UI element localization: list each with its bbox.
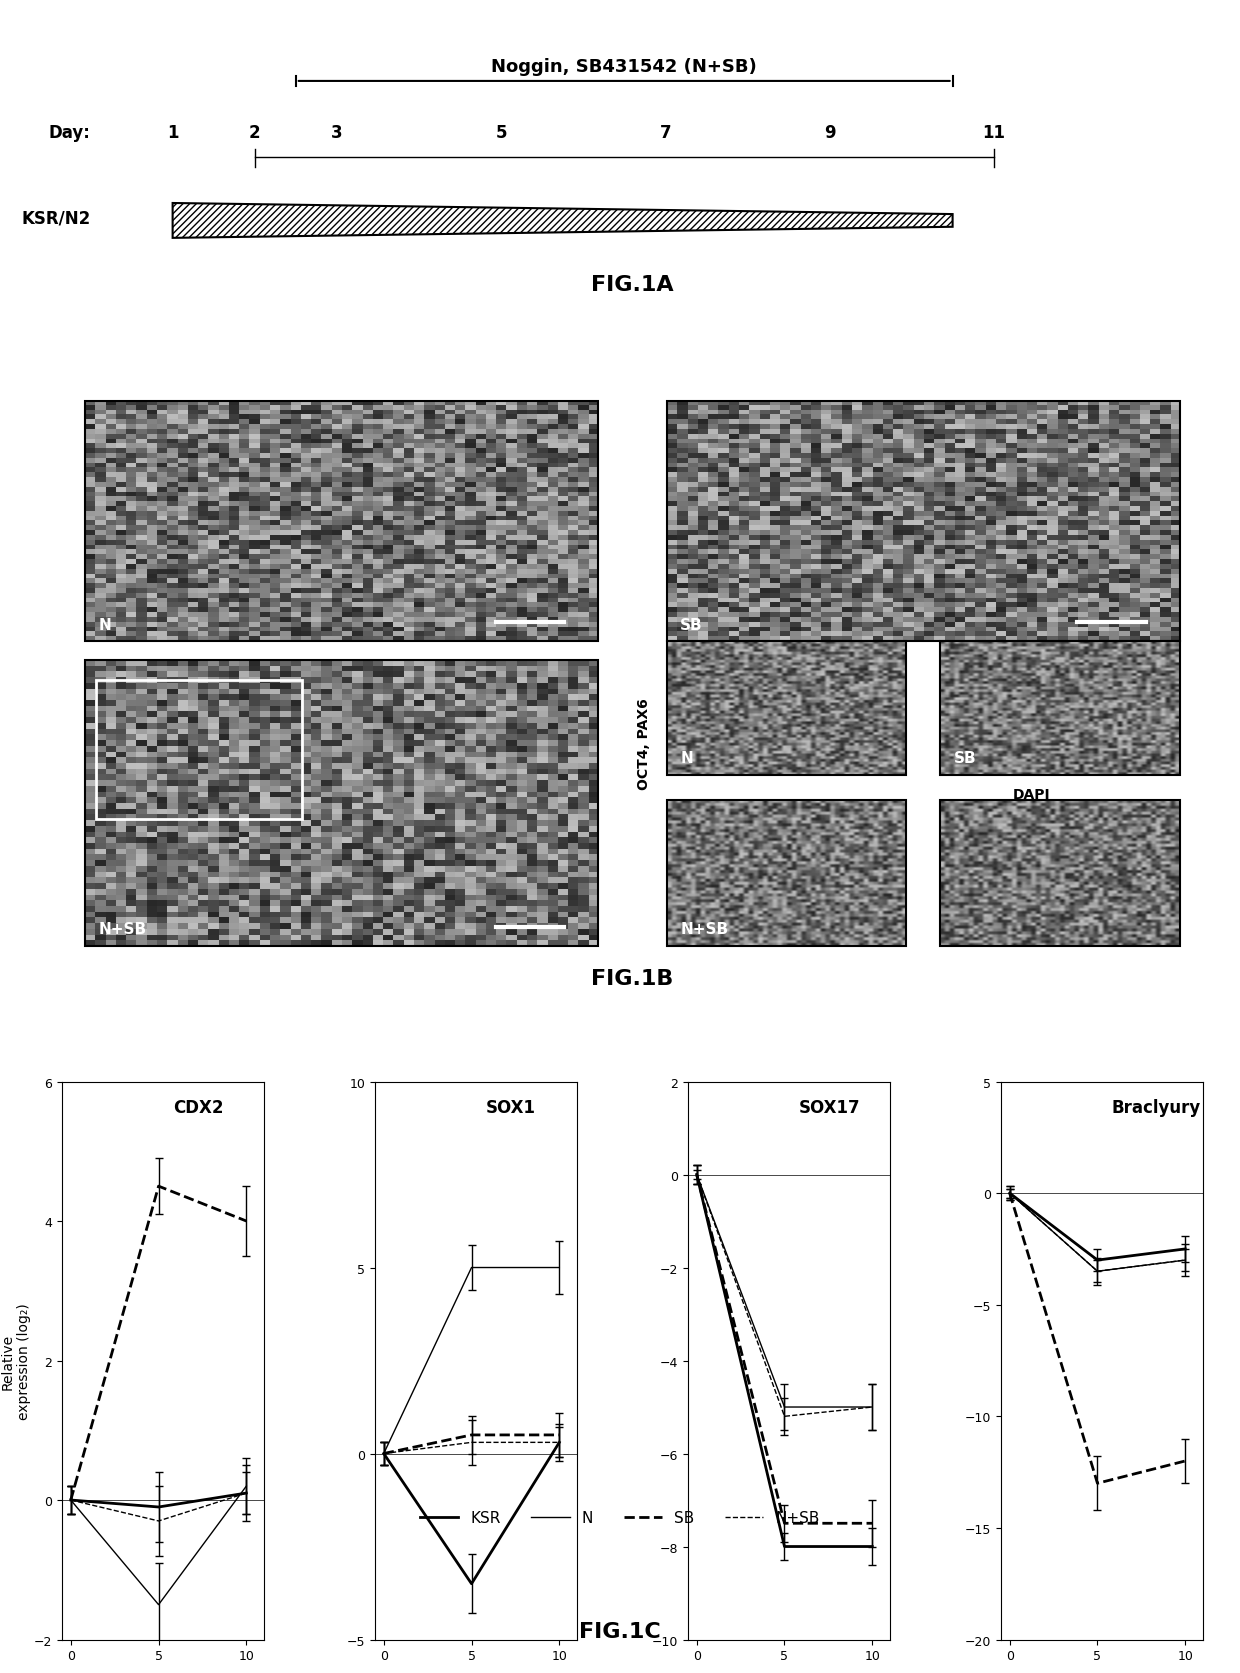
Text: N+SB: N+SB: [98, 922, 146, 937]
Bar: [84, 402, 598, 642]
Text: N+SB: N+SB: [681, 922, 728, 937]
Text: 11: 11: [982, 124, 1006, 142]
Text: 7: 7: [660, 124, 671, 142]
Text: 2: 2: [249, 124, 260, 142]
Text: Braclyury: Braclyury: [1112, 1099, 1202, 1116]
Bar: [940, 800, 1180, 947]
Text: Noggin, SB431542 (N+SB): Noggin, SB431542 (N+SB): [491, 57, 758, 75]
Bar: [940, 642, 1180, 775]
Bar: [667, 402, 1180, 642]
Text: FIG.1B: FIG.1B: [591, 969, 673, 989]
Text: 1: 1: [167, 124, 179, 142]
Text: OCT4, PAX6: OCT4, PAX6: [637, 698, 651, 790]
Bar: [84, 661, 598, 947]
Text: SOX1: SOX1: [486, 1099, 536, 1116]
Text: KSR/N2: KSR/N2: [21, 209, 91, 228]
Text: SOX17: SOX17: [799, 1099, 861, 1116]
Bar: [97, 681, 301, 820]
Text: FIG.1C: FIG.1C: [579, 1621, 661, 1641]
Bar: [667, 800, 906, 947]
Y-axis label: Relative
expression (log₂): Relative expression (log₂): [1, 1302, 31, 1419]
Text: DAPI: DAPI: [1013, 788, 1050, 801]
Text: SB: SB: [954, 751, 977, 766]
Text: N: N: [98, 617, 112, 632]
Bar: [667, 642, 906, 775]
Text: CDX2: CDX2: [174, 1099, 223, 1116]
Text: Day:: Day:: [48, 124, 91, 142]
Text: SB: SB: [681, 617, 703, 632]
Text: N: N: [681, 751, 693, 766]
Polygon shape: [172, 204, 952, 239]
Text: 9: 9: [823, 124, 836, 142]
Text: FIG.1A: FIG.1A: [591, 274, 673, 294]
Text: 3: 3: [331, 124, 342, 142]
Legend: KSR, N, SB, N+SB: KSR, N, SB, N+SB: [414, 1504, 826, 1531]
Text: 5: 5: [495, 124, 507, 142]
